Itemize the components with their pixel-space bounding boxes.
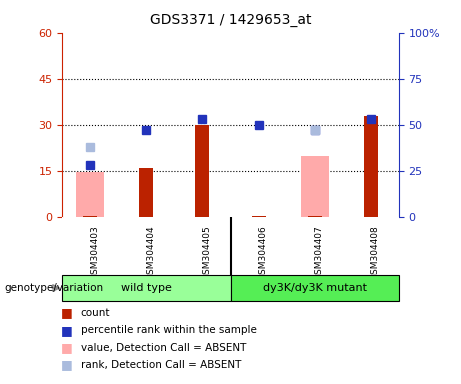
Text: dy3K/dy3K mutant: dy3K/dy3K mutant [263, 283, 366, 293]
Bar [62, 275, 230, 301]
Text: GSM304406: GSM304406 [259, 226, 267, 280]
Bar [364, 116, 378, 217]
Text: rank, Detection Call = ABSENT: rank, Detection Call = ABSENT [81, 360, 241, 370]
Text: GSM304403: GSM304403 [90, 226, 99, 280]
Text: percentile rank within the sample: percentile rank within the sample [81, 325, 257, 335]
Bar [76, 172, 104, 217]
Text: ■: ■ [61, 324, 73, 337]
Bar [301, 156, 329, 217]
Text: GSM304405: GSM304405 [202, 226, 212, 280]
Text: GDS3371 / 1429653_at: GDS3371 / 1429653_at [150, 13, 311, 27]
Bar [195, 125, 209, 217]
Text: wild type: wild type [121, 283, 172, 293]
Text: ■: ■ [61, 306, 73, 319]
Bar [139, 168, 154, 217]
Text: GSM304404: GSM304404 [146, 226, 155, 280]
Text: ■: ■ [61, 341, 73, 354]
Text: GSM304407: GSM304407 [314, 226, 324, 280]
Text: ■: ■ [61, 358, 73, 371]
Bar [83, 216, 97, 217]
Bar [307, 216, 322, 217]
Bar [230, 275, 399, 301]
Bar [252, 216, 266, 217]
Text: genotype/variation: genotype/variation [5, 283, 104, 293]
Text: value, Detection Call = ABSENT: value, Detection Call = ABSENT [81, 343, 246, 353]
Text: GSM304408: GSM304408 [371, 226, 380, 280]
Text: count: count [81, 308, 110, 318]
